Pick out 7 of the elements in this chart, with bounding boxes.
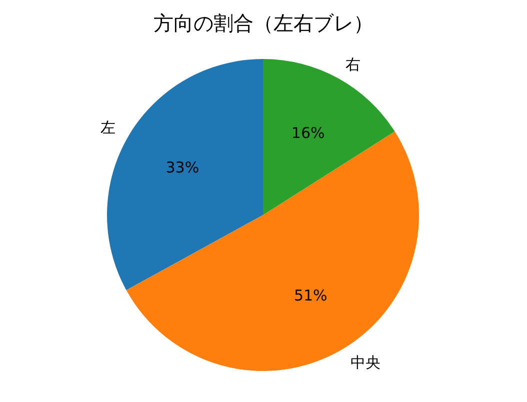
chart-title: 方向の割合（左右ブレ） <box>154 11 374 35</box>
slice-label: 中央 <box>350 354 380 372</box>
data-label: 16% <box>291 124 325 142</box>
data-label: 51% <box>294 286 328 305</box>
slice-label: 左 <box>100 118 116 137</box>
data-label: 33% <box>166 158 200 176</box>
slice-label: 右 <box>346 56 361 74</box>
